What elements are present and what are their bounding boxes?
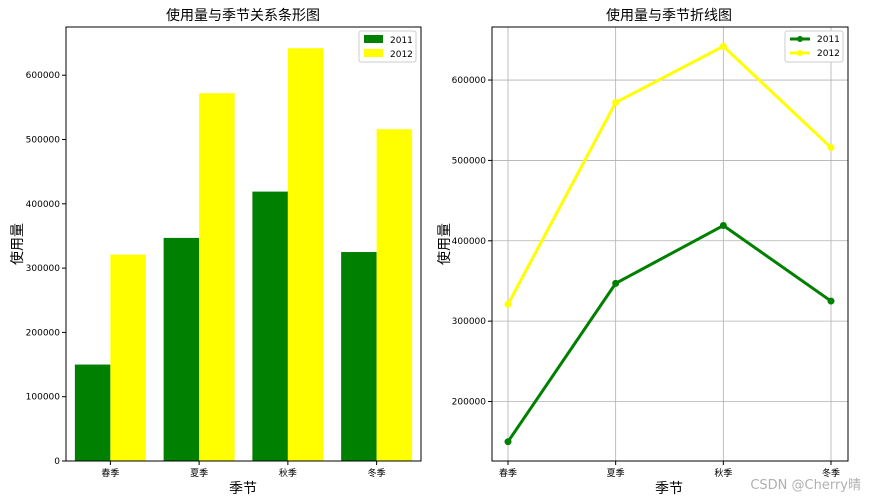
bar-2012-2 <box>287 48 324 462</box>
bar-ytick-label: 600000 <box>26 71 61 81</box>
bar-xtick-label: 夏季 <box>190 467 208 479</box>
line-point-2011-0 <box>504 438 512 446</box>
bar-2011-0 <box>74 364 111 461</box>
bar-ytick-label: 400000 <box>26 200 61 210</box>
bar-2011-2 <box>252 191 288 462</box>
bar-chart: 使用量与季节关系条形图 春季 夏季 秋季 冬季 0 100000 200000 300000 4… <box>9 7 422 497</box>
bar-xtick-label: 冬季 <box>368 467 386 479</box>
bar-ytick-label: 0 <box>54 457 60 467</box>
bar-legend-label: 2011 <box>390 36 413 46</box>
bar-legend: 2011 2012 <box>358 30 417 63</box>
bar-legend-label: 2012 <box>390 50 413 60</box>
bar-xtick-label: 春季 <box>101 467 119 479</box>
line-ytick-label: 400000 <box>452 237 487 247</box>
line-legend-marker-2012 <box>797 50 803 56</box>
line-ytick-label: 300000 <box>452 317 487 327</box>
bar-plot-area: 春季 夏季 秋季 冬季 0 100000 200000 300000 400000 500000 6… <box>26 26 422 479</box>
line-xtick-label: 冬季 <box>822 467 840 479</box>
bar-ytick-label: 200000 <box>26 328 61 338</box>
line-series-2011 <box>506 224 832 443</box>
line-xtick-label: 秋季 <box>714 467 732 479</box>
line-legend-label: 2012 <box>817 49 840 59</box>
bar-chart-xlabel: 季节 <box>229 481 257 497</box>
line-chart-xlabel: 季节 <box>655 481 683 497</box>
line-point-2011-1 <box>612 279 620 287</box>
bar-2011-1 <box>163 237 200 461</box>
line-point-2011-3 <box>827 297 835 305</box>
bar-legend-swatch-2012 <box>364 49 383 57</box>
bar-xtick-label: 秋季 <box>279 467 297 479</box>
line-chart-ylabel: 使用量 <box>436 223 453 265</box>
bar-ytick-label: 300000 <box>26 264 61 274</box>
bar-chart-title: 使用量与季节关系条形图 <box>166 7 320 24</box>
line-ytick-label: 200000 <box>452 398 487 408</box>
line-series-2012 <box>506 44 833 305</box>
line-point-2012-1 <box>612 99 620 107</box>
line-legend-label: 2011 <box>817 35 840 45</box>
line-xtick-label: 春季 <box>499 467 517 479</box>
bar-ytick-label: 100000 <box>26 393 61 403</box>
line-point-2011-2 <box>719 222 727 230</box>
bar-ytick-label: 500000 <box>26 136 61 146</box>
line-xtick-label: 夏季 <box>607 467 625 479</box>
line-legend-marker-2011 <box>797 36 803 42</box>
line-chart-title: 使用量与季节折线图 <box>606 7 732 24</box>
bar-plot-frame <box>65 26 422 462</box>
line-plot-frame <box>491 26 849 462</box>
bar-2011-3 <box>341 252 377 461</box>
line-point-2012-0 <box>504 300 512 308</box>
bar-2012-3 <box>376 129 413 461</box>
line-ytick-label: 600000 <box>452 76 487 86</box>
line-plot-area: 春季 夏季 秋季 冬季 200000 300000 400000 500000 600000 20… <box>452 26 849 479</box>
line-legend: 2011 2012 <box>784 30 844 63</box>
line-plot-background <box>492 27 848 461</box>
watermark: CSDN @Cherry晴 <box>750 478 861 493</box>
line-point-2012-3 <box>827 144 835 152</box>
bar-2012-1 <box>199 93 235 461</box>
line-chart: 使用量与季节折线图 春季 夏季 秋季 冬季 200000 300000 400000 5000… <box>436 7 849 497</box>
bar-legend-swatch-2011 <box>364 35 383 43</box>
line-ytick-label: 500000 <box>452 156 487 166</box>
bar-2012-0 <box>110 254 146 461</box>
line-point-2012-2 <box>719 42 727 50</box>
bar-chart-ylabel: 使用量 <box>9 223 26 265</box>
